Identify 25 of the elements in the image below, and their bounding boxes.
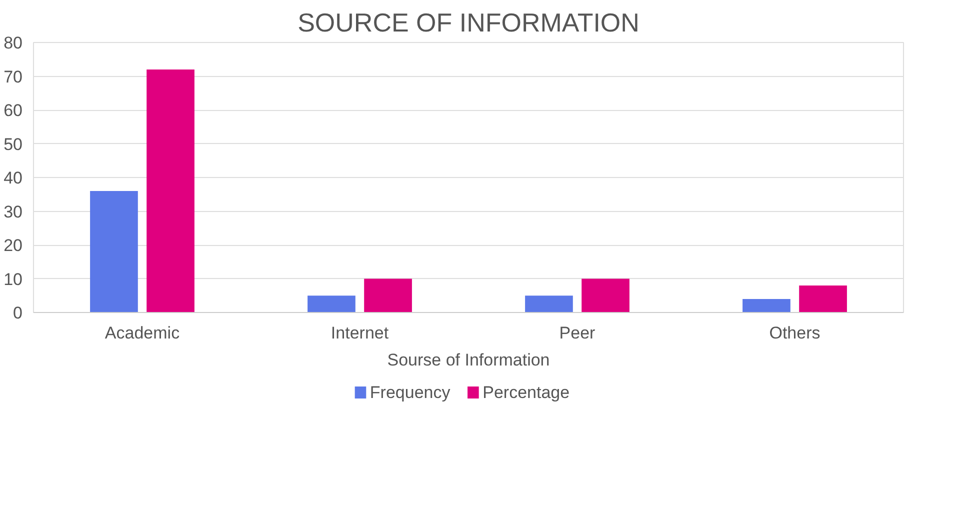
bar [582,278,630,312]
y-tick-label: 20 [4,236,23,255]
x-axis-title: Sourse of Information [387,350,550,370]
legend-label: Percentage [482,383,570,402]
bar [742,299,790,312]
bar [146,70,194,312]
chart-title: SOURCE OF INFORMATION [298,8,640,38]
x-tick-label: Others [769,324,820,342]
bar [799,286,847,312]
y-tick-label: 70 [4,67,23,86]
y-tick-label: 10 [4,270,23,289]
y-tick-label: 30 [4,202,23,222]
bar [525,296,573,312]
y-tick-label: 0 [13,304,23,322]
y-tick-label: 40 [4,168,23,188]
bar [308,296,356,312]
y-tick-label: 60 [4,101,23,120]
y-tick-label: 80 [4,34,23,52]
y-tick-label: 50 [4,134,23,154]
x-tick-label: Peer [559,324,596,342]
x-tick-label: Internet [330,324,389,342]
legend-label: Frequency [370,383,451,402]
bar [364,278,412,312]
x-tick-label: Academic [104,324,180,342]
bar [90,191,138,312]
